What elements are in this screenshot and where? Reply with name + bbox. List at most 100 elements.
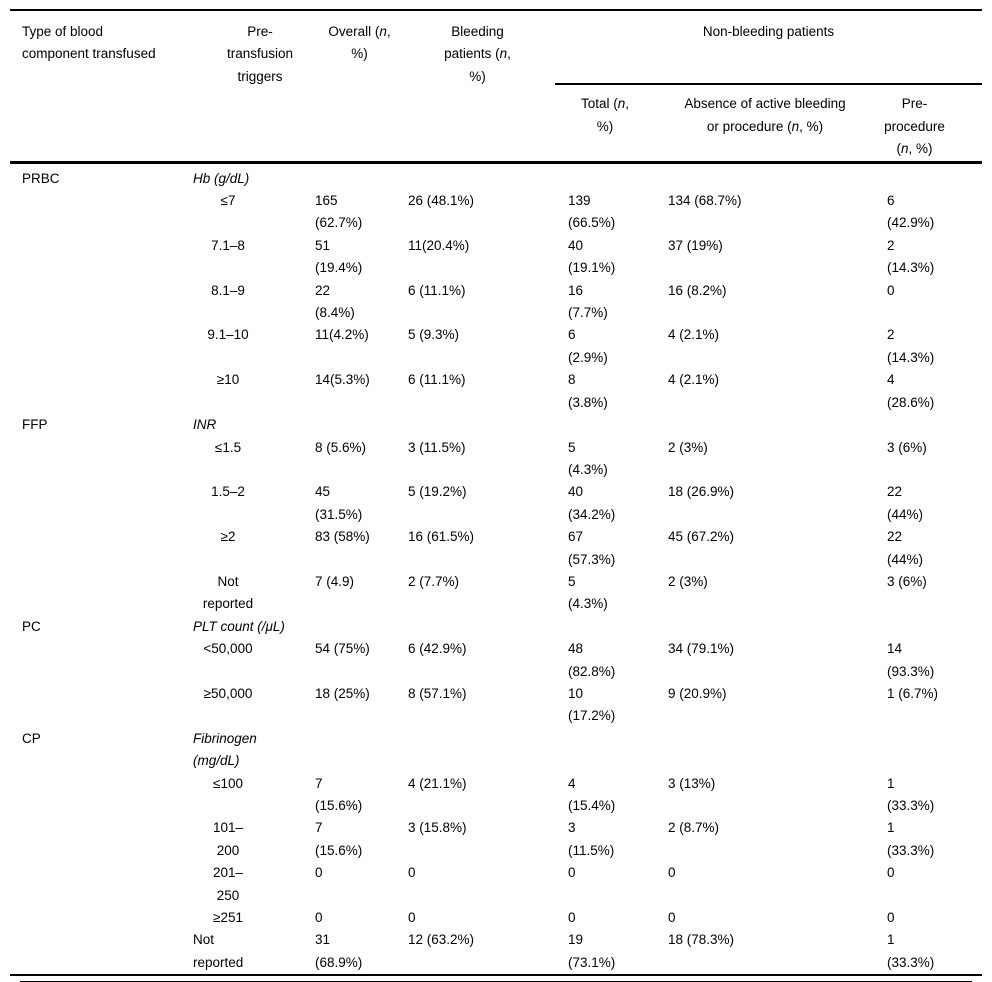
cell-overall xyxy=(305,162,400,190)
cell-overall xyxy=(305,728,400,773)
cell-absence: 0 xyxy=(668,865,676,881)
section-row: PRBC Hb (g/dL) xyxy=(10,162,982,190)
cell-component: CP xyxy=(22,730,41,746)
data-row: Not reported 31 (68.9%) 12 (63.2%) 19 (7… xyxy=(10,929,982,975)
cell-overall: 54 (75%) xyxy=(315,641,370,657)
cell-absence: 9 (20.9%) xyxy=(668,685,727,701)
table-header: Type of blood component transfused Pre- … xyxy=(10,10,982,164)
data-row: Not reported 7 (4.9) 2 (7.7%) 5 (4.3%) 2… xyxy=(10,571,982,616)
cell-total: 3 (11.5%) xyxy=(568,820,615,858)
section-row: CP Fibrinogen (mg/dL) xyxy=(10,728,982,773)
cell-bleeding: 4 (21.1%) xyxy=(408,775,467,791)
cell-absence: 45 (67.2%) xyxy=(668,529,735,545)
data-row: 8.1–9 22 (8.4%) 6 (11.1%) 16 (7.7%) 16 (… xyxy=(10,280,982,325)
trigger-value-text: ≤1.5 xyxy=(214,439,242,455)
cell-absence xyxy=(655,616,875,638)
trigger-value-text: ≥251 xyxy=(213,910,243,926)
cell-trigger: <50,000 xyxy=(185,638,305,683)
header-row-1: Type of blood component transfused Pre- … xyxy=(10,10,982,164)
cell-absence: 0 xyxy=(668,910,676,926)
cell-overall: 31 (68.9%) xyxy=(315,932,363,970)
cell-absence: 4 (2.1%) xyxy=(668,372,720,388)
cell-component xyxy=(10,324,185,369)
data-row: ≤100 7 (15.6%) 4 (21.1%) 4 (15.4%) 3 (13… xyxy=(10,773,982,818)
cell-overall: 83 (58%) xyxy=(315,529,370,545)
cell-total: 8 (3.8%) xyxy=(568,372,608,410)
cell-overall: 45 (31.5%) xyxy=(315,484,363,522)
data-row: 1.5–2 45 (31.5%) 5 (19.2%) 40 (34.2%) 18… xyxy=(10,481,982,526)
cell-trigger: 1.5–2 xyxy=(185,481,305,526)
cell-bleeding: 2 (7.7%) xyxy=(408,573,460,589)
cell-component xyxy=(10,481,185,526)
cell-total: 40 (34.2%) xyxy=(568,484,616,522)
cell-absence xyxy=(655,162,875,190)
header-bleeding: Bleeding patients (n, %) xyxy=(400,10,555,164)
cell-overall xyxy=(305,414,400,436)
trigger-value-text: 7.1–8 xyxy=(211,237,245,253)
cell-trigger-label: Fibrinogen (mg/dL) xyxy=(185,728,305,773)
trigger-value-text: 8.1–9 xyxy=(211,282,245,298)
cell-total: 10 (17.2%) xyxy=(568,685,616,724)
header-non-bleeding-group: Non-bleeding patients xyxy=(555,10,982,86)
cell-pre-procedure: 4 (28.6%) xyxy=(887,372,935,410)
trigger-value-text: <50,000 xyxy=(203,641,253,657)
trigger-value-text: ≤100 xyxy=(213,775,243,791)
cell-total: 0 xyxy=(568,865,576,881)
cell-pre-procedure xyxy=(875,162,982,190)
header-triggers: Pre- transfusion triggers xyxy=(185,10,305,164)
cell-bleeding: 5 (9.3%) xyxy=(408,327,460,343)
trigger-value-text: Not reported xyxy=(202,573,254,612)
cell-total: 67 (57.3%) xyxy=(568,529,616,567)
cell-trigger: ≤1.5 xyxy=(185,437,305,482)
cell-overall: 18 (25%) xyxy=(315,685,370,701)
cell-total: 6 (2.9%) xyxy=(568,327,608,365)
cell-total xyxy=(555,728,655,773)
cell-overall: 0 xyxy=(315,910,323,926)
cell-absence xyxy=(655,414,875,436)
cell-trigger-label: Hb (g/dL) xyxy=(185,162,305,190)
cell-pre-procedure xyxy=(875,414,982,436)
cell-overall xyxy=(305,616,400,638)
trigger-label-text: Fibrinogen (mg/dL) xyxy=(193,730,257,769)
cell-trigger: Not reported xyxy=(185,929,305,975)
cell-total xyxy=(555,616,655,638)
cell-component: PC xyxy=(22,618,41,634)
cell-absence: 37 (19%) xyxy=(668,237,723,253)
cell-overall: 7 (15.6%) xyxy=(315,820,363,858)
cell-trigger: 201– 250 xyxy=(185,862,305,907)
data-row: ≤1.5 8 (5.6%) 3 (11.5%) 5 (4.3%) 2 (3%) … xyxy=(10,437,982,482)
cell-component: PRBC xyxy=(22,170,60,186)
data-row: 101– 200 7 (15.6%) 3 (15.8%) 3 (11.5%) 2… xyxy=(10,817,982,862)
data-row: 7.1–8 51 (19.4%) 11(20.4%) 40 (19.1%) 37… xyxy=(10,235,982,280)
cell-bleeding: 0 xyxy=(408,910,416,926)
cell-absence: 16 (8.2%) xyxy=(668,282,727,298)
cell-pre-procedure: 1 (33.3%) xyxy=(887,932,935,970)
cell-absence: 2 (3%) xyxy=(668,573,708,589)
header-absence: Absence of active bleeding or procedure … xyxy=(655,84,875,164)
cell-component xyxy=(10,929,185,975)
data-row: ≤7 165 (62.7%) 26 (48.1%) 139 (66.5%) 13… xyxy=(10,190,982,235)
data-row: 9.1–10 11(4.2%) 5 (9.3%) 6 (2.9%) 4 (2.1… xyxy=(10,324,982,369)
cell-component xyxy=(10,638,185,683)
table-body: PRBC Hb (g/dL) ≤7 165 (62.7%) 26 (48.1%)… xyxy=(10,162,982,975)
cell-component xyxy=(10,190,185,235)
cell-total: 16 (7.7%) xyxy=(568,282,608,321)
trigger-value-text: ≥2 xyxy=(220,529,236,545)
cell-bleeding: 0 xyxy=(408,865,416,881)
header-pre-procedure: Pre- procedure (n, %) xyxy=(875,84,982,164)
cell-overall: 22 (8.4%) xyxy=(315,282,355,321)
trigger-value-text: 9.1–10 xyxy=(207,327,249,343)
cell-component xyxy=(10,862,185,907)
cell-overall: 11(4.2%) xyxy=(315,327,369,343)
cell-absence: 4 (2.1%) xyxy=(668,327,720,343)
data-row: ≥50,000 18 (25%) 8 (57.1%) 10 (17.2%) 9 … xyxy=(10,683,982,728)
cell-bleeding xyxy=(400,162,555,190)
section-row: FFP INR xyxy=(10,414,982,436)
cell-overall: 165 (62.7%) xyxy=(315,193,363,231)
data-row: 201– 250 0 0 0 0 0 xyxy=(10,862,982,907)
cell-pre-procedure xyxy=(875,728,982,773)
cell-pre-procedure: 2 (14.3%) xyxy=(887,327,935,365)
trigger-value-text: Not reported xyxy=(193,932,244,970)
cell-pre-procedure: 22 (44%) xyxy=(887,484,924,522)
